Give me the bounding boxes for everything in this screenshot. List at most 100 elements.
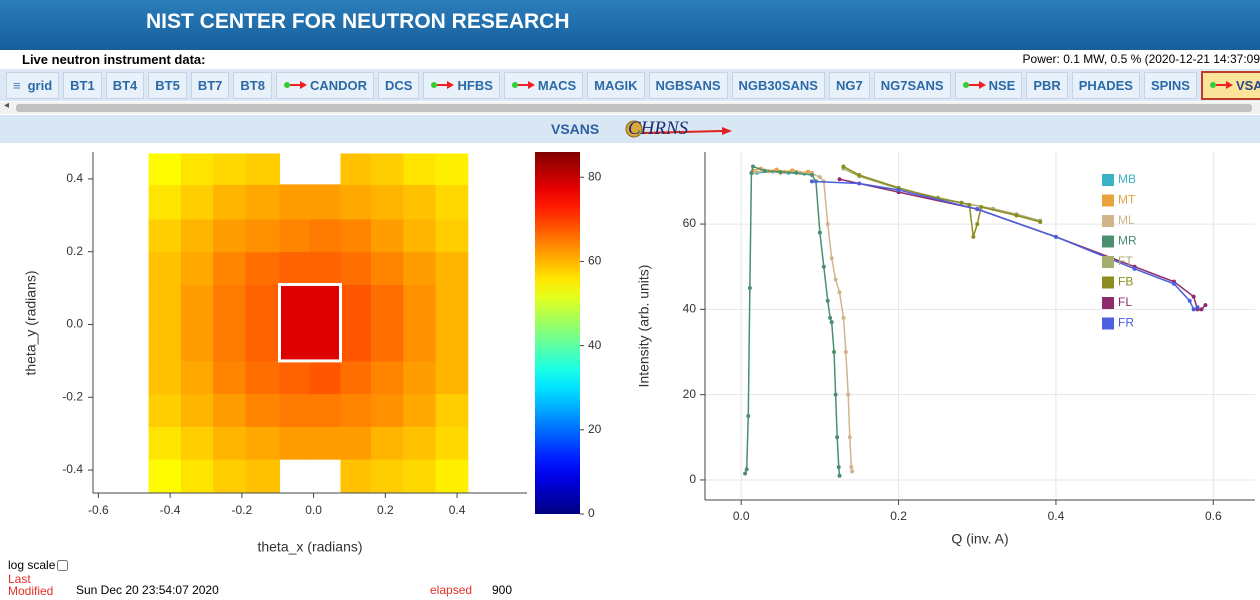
- tab-label: MACS: [537, 77, 577, 93]
- legend-swatch: [1102, 256, 1114, 268]
- tab[interactable]: NG7: [828, 71, 870, 99]
- x-tick-label: 0.0: [733, 509, 750, 523]
- data-point: [979, 205, 984, 210]
- heatmap-cell: [148, 360, 182, 395]
- tab-label: NGBSANS: [655, 77, 721, 93]
- last-modified-date: Sun Dec 20 23:54:07 2020: [76, 583, 219, 597]
- tab[interactable]: ≡ grid: [6, 71, 60, 99]
- heatmap-cell: [148, 218, 182, 253]
- heatmap-cell: [340, 393, 372, 427]
- tab[interactable]: PBR: [1026, 71, 1068, 99]
- heatmap-cell: [213, 459, 246, 493]
- status-icon: [962, 81, 986, 89]
- data-point: [746, 413, 751, 418]
- instrument-title: VSANS: [551, 121, 600, 137]
- heatmap-cell: [435, 459, 469, 493]
- heatmap-cell: [180, 393, 214, 427]
- data-point: [832, 350, 837, 355]
- tab[interactable]: CANDOR: [275, 71, 375, 99]
- heatmap-cell: [370, 324, 404, 362]
- tab[interactable]: VSANS: [1200, 70, 1260, 100]
- x-tick-label: -0.4: [160, 503, 181, 517]
- tab[interactable]: NGB30SANS: [731, 71, 825, 99]
- status-icon: [431, 81, 455, 89]
- tab[interactable]: MAGIK: [587, 71, 645, 99]
- series-line: [839, 178, 1206, 311]
- heatmap-cell: [370, 251, 404, 285]
- tab[interactable]: BT1: [63, 71, 102, 99]
- subtitle: Live neutron instrument data:: [22, 52, 206, 67]
- colorbar-tick-label: 40: [588, 338, 602, 352]
- heatmap-cell: [403, 393, 437, 427]
- log-scale-checkbox[interactable]: [57, 559, 69, 571]
- heatmap-cell: [245, 426, 281, 460]
- heatmap-cell: [403, 426, 437, 460]
- heatmap-cell: [435, 184, 469, 220]
- logo-icon: [625, 120, 732, 138]
- heatmap-cell: [403, 459, 437, 493]
- tab[interactable]: MACS: [503, 71, 584, 99]
- tab[interactable]: NGBSANS: [648, 71, 728, 99]
- scroll-thumb[interactable]: [16, 104, 1252, 112]
- data-point: [778, 170, 783, 175]
- tab[interactable]: BT4: [105, 71, 145, 99]
- heatmap-cell: [435, 393, 469, 427]
- series-line: [811, 180, 1198, 311]
- data-point: [841, 164, 846, 169]
- heatmap-cell: [245, 184, 281, 220]
- heatmap-cell: [213, 393, 246, 427]
- heatmap-cell: [245, 459, 281, 493]
- legend-swatch: [1102, 174, 1114, 186]
- tab[interactable]: DCS: [378, 71, 420, 99]
- data-point: [1195, 305, 1200, 310]
- heatmap-cell: [370, 360, 404, 395]
- legend-label: MR: [1118, 234, 1137, 248]
- heatmap-cell: [279, 218, 311, 253]
- y-tick-label: 40: [683, 302, 697, 316]
- tab[interactable]: BT7: [190, 71, 230, 99]
- data-point: [836, 465, 841, 470]
- footer: log scale Last Modified Sun Dec 20 23:54…: [0, 556, 1260, 600]
- x-axis-label: Q (inv. A): [951, 531, 1008, 547]
- heatmap-cell: [310, 426, 341, 460]
- colorbar-tick-label: 80: [588, 169, 602, 183]
- tab[interactable]: HFBS: [423, 71, 500, 99]
- legend-swatch: [1102, 276, 1114, 289]
- heatmap-cell: [148, 184, 182, 220]
- data-point: [849, 465, 854, 470]
- heatmap-cell: [148, 426, 182, 460]
- tab[interactable]: SPINS: [1143, 71, 1197, 99]
- heatmap-cell: [310, 184, 341, 220]
- data-point: [846, 392, 851, 397]
- scrollbar[interactable]: ◂: [0, 100, 1260, 114]
- y-tick-label: 0.0: [66, 317, 83, 331]
- heatmap-cell: [340, 251, 372, 285]
- heatmap-cell: [148, 459, 182, 493]
- data-point: [843, 350, 848, 355]
- data-point: [750, 164, 755, 169]
- tab[interactable]: NG7SANS: [873, 71, 951, 99]
- heatmap-cell: [245, 153, 281, 185]
- tab[interactable]: PHADES: [1071, 71, 1140, 99]
- heatmap-cell: [403, 360, 437, 395]
- heatmap-cell: [403, 324, 437, 362]
- data-point: [1191, 294, 1196, 299]
- heatmap-cell: [245, 251, 281, 285]
- legend-label: ML: [1118, 213, 1135, 227]
- tab[interactable]: BT8: [233, 71, 272, 99]
- legend-swatch: [1102, 317, 1114, 330]
- heatmap-cell: [245, 324, 281, 362]
- tab[interactable]: NSE: [954, 71, 1023, 99]
- heatmap-cell: [180, 284, 214, 326]
- heatmap-cell: [148, 251, 182, 285]
- data-point: [971, 234, 976, 239]
- log-scale-label: log scale: [8, 558, 56, 572]
- data-point: [762, 168, 767, 173]
- heatmap-cell: [310, 360, 341, 395]
- instrument-bar: VSANS CHRNS: [0, 115, 1260, 143]
- heatmap-cell: [180, 426, 214, 460]
- y-tick-label: -0.2: [62, 389, 83, 403]
- heatmap-cell: [245, 284, 281, 326]
- data-point: [817, 230, 822, 235]
- tab[interactable]: BT5: [148, 71, 187, 99]
